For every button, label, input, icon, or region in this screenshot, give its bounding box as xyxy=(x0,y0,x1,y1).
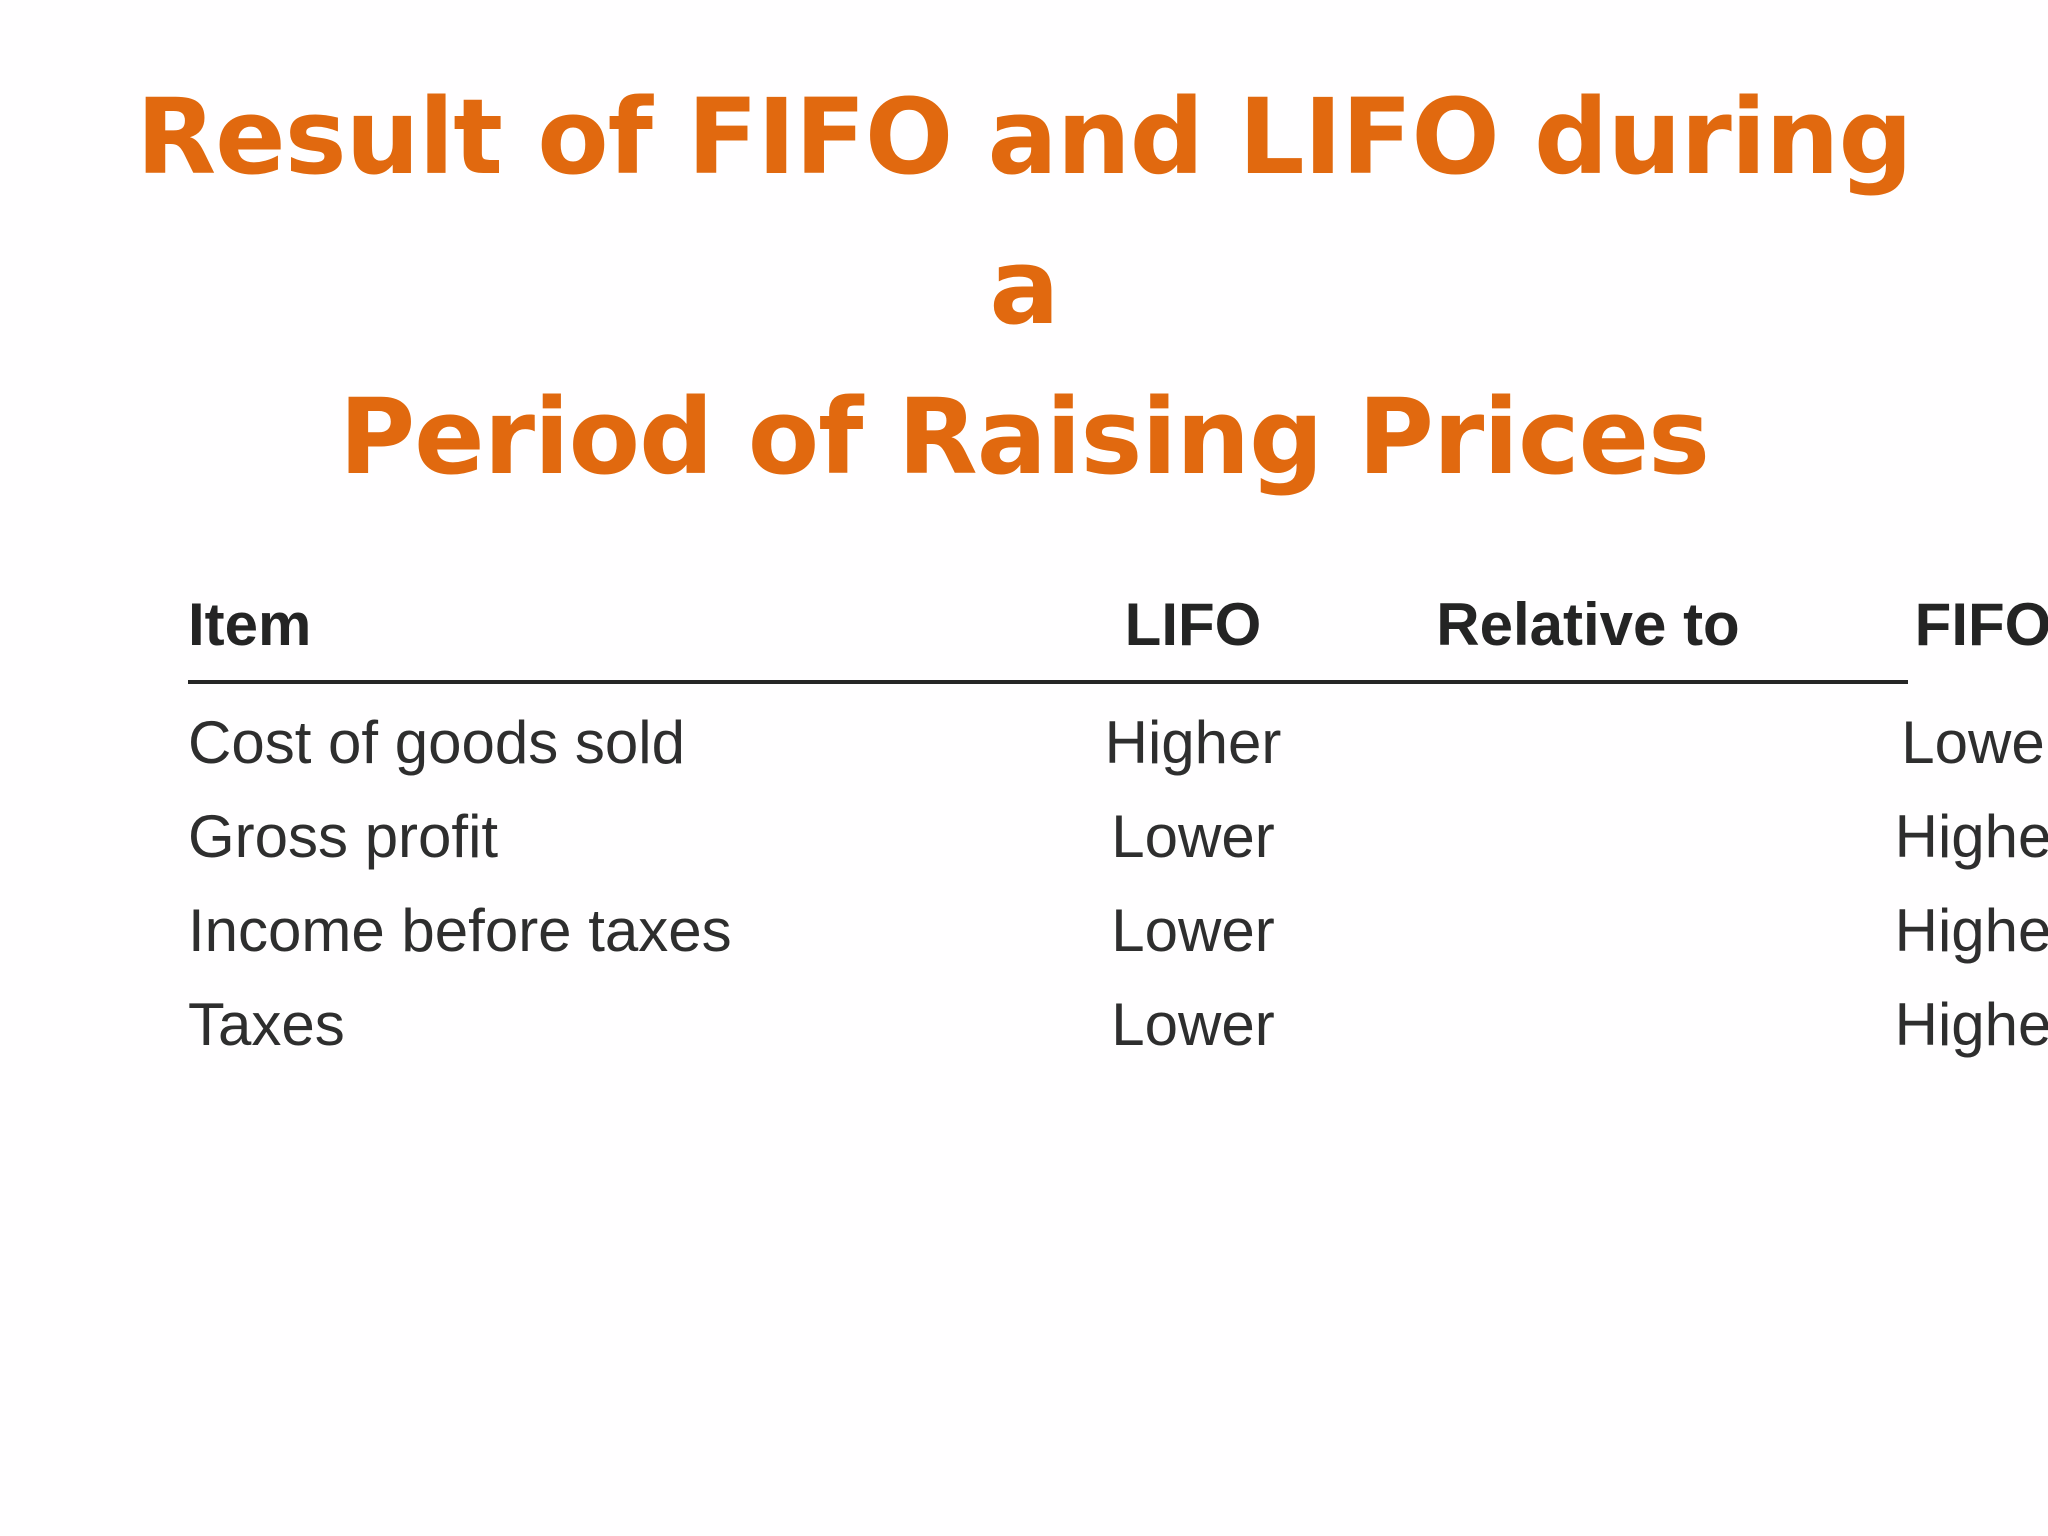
row-lifo-value: Lower xyxy=(1111,803,1275,870)
row-item-label: Income before taxes xyxy=(188,897,732,964)
row-item-label: Taxes xyxy=(188,991,345,1058)
header-lifo: LIFO xyxy=(1124,591,1262,658)
table-row: Taxes Lower Higher xyxy=(188,978,2048,1072)
header-fifo: FIFO xyxy=(1914,591,2048,658)
table-row: Cost of goods sold Higher Lower xyxy=(188,696,2048,790)
row-lifo-value: Lower xyxy=(1111,991,1275,1058)
row-fifo-value: Higher xyxy=(1894,897,2048,964)
row-fifo-value: Higher xyxy=(1894,803,2048,870)
comparison-table: Item LIFO Relative to FIFO Cost of goods… xyxy=(188,570,2048,1072)
header-item: Item xyxy=(188,591,312,658)
slide-title-line-1: Result of FIFO and LIFO during a xyxy=(136,76,1913,348)
table-row: Gross profit Lower Higher xyxy=(188,790,2048,884)
slide-title-line-2: Period of Raising Prices xyxy=(338,376,1710,498)
table-header-row: Item LIFO Relative to FIFO xyxy=(188,570,2048,684)
table-body: Cost of goods sold Higher Lower Gross pr… xyxy=(188,684,2048,1072)
slide-title: Result of FIFO and LIFO during a Period … xyxy=(100,62,1948,512)
row-item-label: Gross profit xyxy=(188,803,499,870)
row-lifo-value: Lower xyxy=(1111,897,1275,964)
row-lifo-value: Higher xyxy=(1104,709,1282,776)
header-relative-to: Relative to xyxy=(1436,591,1740,658)
row-fifo-value: Lower xyxy=(1901,709,2048,776)
table-row: Income before taxes Lower Higher xyxy=(188,884,2048,978)
row-item-label: Cost of goods sold xyxy=(188,709,685,776)
row-fifo-value: Higher xyxy=(1894,991,2048,1058)
